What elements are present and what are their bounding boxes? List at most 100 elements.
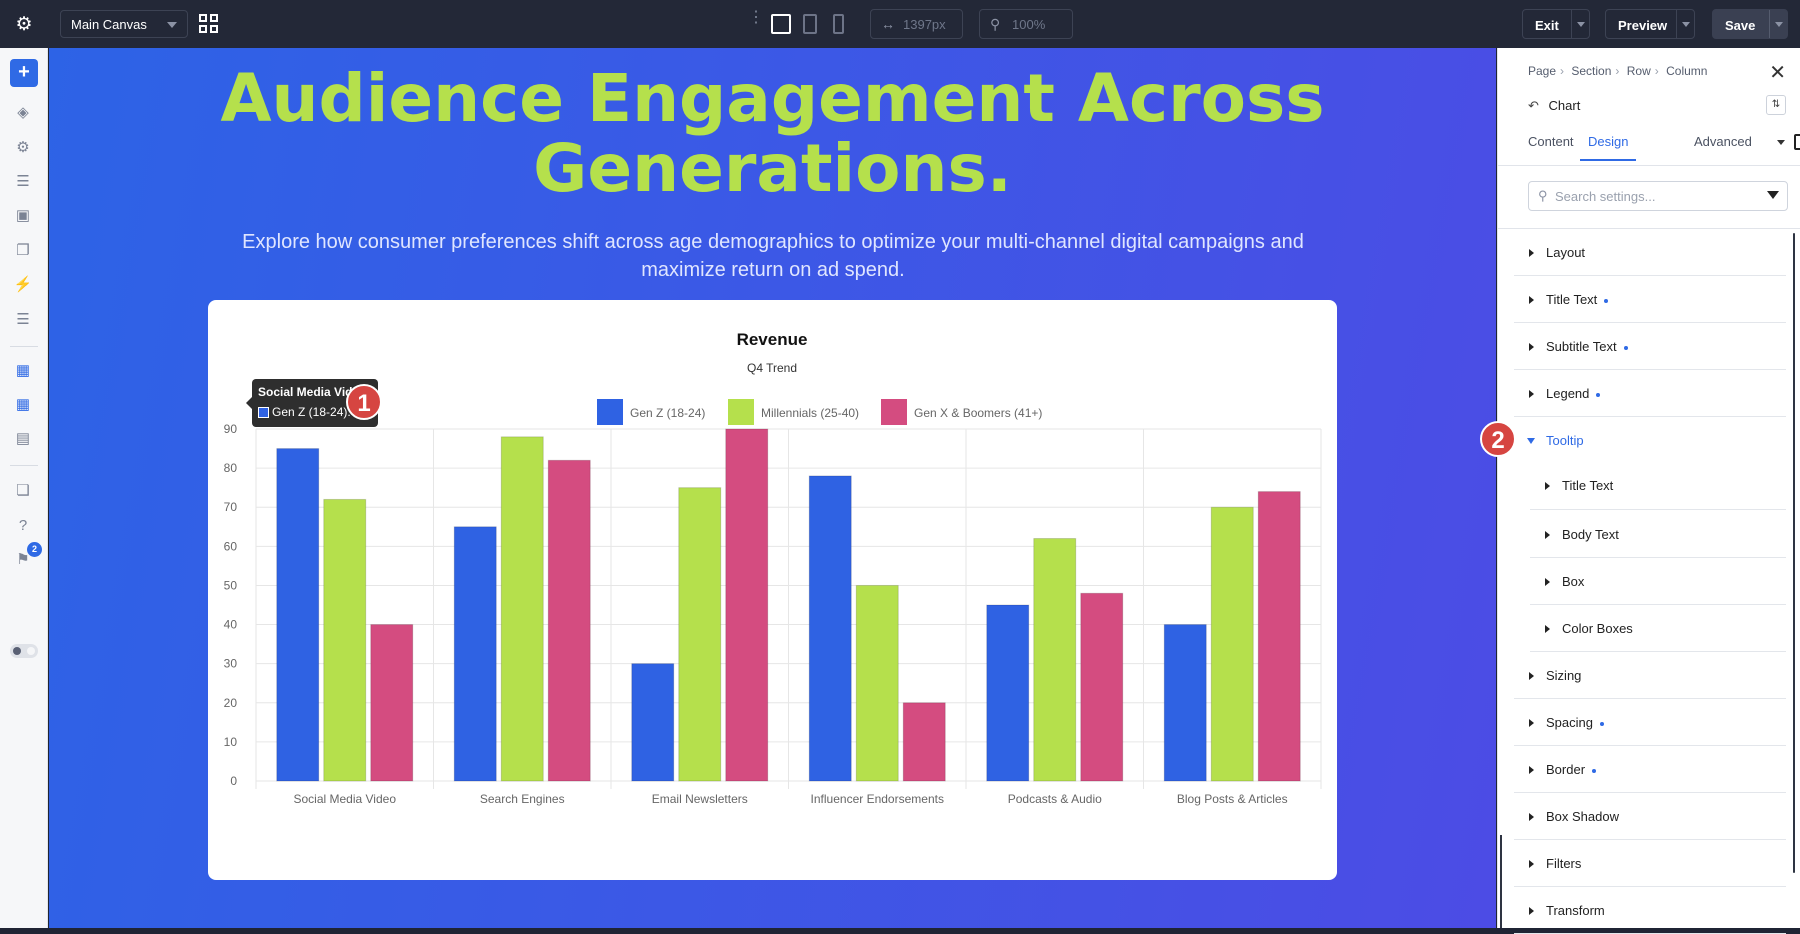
desktop-view-icon[interactable]: [771, 14, 791, 34]
panel-scrollbar[interactable]: [1793, 233, 1795, 873]
preview-dropdown-icon[interactable]: [1676, 10, 1694, 38]
save-button[interactable]: Save: [1712, 9, 1788, 39]
pages-icon[interactable]: ❐: [16, 242, 30, 259]
phone-view-icon[interactable]: [833, 14, 844, 34]
group-label: Transform: [1546, 903, 1605, 918]
settings-search-input[interactable]: ⚲ Search settings...: [1528, 181, 1788, 211]
grid-icon[interactable]: [199, 14, 219, 34]
gear-icon[interactable]: ⚙: [15, 13, 33, 35]
caret-right-icon: [1529, 672, 1534, 680]
group-label: Title Text: [1546, 292, 1598, 307]
bar: [453, 526, 497, 782]
breadcrumb-column[interactable]: Column: [1666, 64, 1708, 78]
group-label: Box: [1562, 574, 1585, 589]
help-icon[interactable]: ?: [18, 517, 28, 534]
canvas-width-field[interactable]: ↔ 1397px: [870, 9, 963, 39]
breadcrumb-section[interactable]: Section: [1571, 64, 1612, 78]
group-filters[interactable]: Filters: [1514, 840, 1786, 887]
group-sizing[interactable]: Sizing: [1514, 652, 1786, 699]
caret-right-icon: [1529, 907, 1534, 915]
caret-right-icon: [1529, 296, 1534, 304]
y-tick-label: 30: [224, 657, 238, 671]
group-title-text[interactable]: Title Text: [1514, 276, 1786, 323]
theme-toggle[interactable]: [10, 644, 38, 658]
chart-subtitle: Q4 Trend: [747, 361, 797, 375]
breadcrumb-page[interactable]: Page: [1528, 64, 1557, 78]
exit-dropdown-icon[interactable]: [1571, 10, 1589, 38]
history-icon[interactable]: ❏: [16, 482, 30, 499]
canvas-scrollbar[interactable]: [1500, 835, 1502, 928]
tab-design[interactable]: Design: [1580, 134, 1637, 161]
notification-badge: 2: [27, 542, 42, 557]
add-element-button[interactable]: +: [10, 59, 38, 87]
x-tick-label: Email Newsletters: [652, 792, 748, 806]
find-replace-icon[interactable]: ▤: [15, 430, 31, 447]
canvas-selector[interactable]: Main Canvas: [60, 10, 188, 38]
canvas-selector-label: Main Canvas: [71, 17, 147, 32]
x-tick-label: Influencer Endorsements: [811, 792, 944, 806]
multi-select-icon[interactable]: ▦: [15, 396, 31, 413]
filter-icon[interactable]: [1767, 191, 1779, 199]
bar: [1210, 506, 1254, 782]
group-layout[interactable]: Layout: [1514, 229, 1786, 276]
bar: [1163, 624, 1207, 782]
caret-right-icon: [1529, 249, 1534, 257]
sliders-icon[interactable]: ☰: [16, 311, 30, 328]
chart-module[interactable]: Revenue Q4 Trend Gen Z (18-24) Millennials …: [208, 300, 1337, 880]
caret-right-icon: [1529, 343, 1534, 351]
layers-icon[interactable]: ◈: [17, 104, 29, 121]
group-legend[interactable]: Legend: [1514, 370, 1786, 417]
lightning-icon[interactable]: ⚡: [13, 276, 33, 293]
group-border[interactable]: Border: [1514, 746, 1786, 793]
megaphone-icon[interactable]: ⚑: [16, 551, 30, 568]
preview-box-icon[interactable]: [1794, 134, 1800, 150]
select-element-icon[interactable]: ▦: [15, 362, 31, 379]
close-icon[interactable]: ✕: [1769, 62, 1786, 84]
subgroup-body-text[interactable]: Body Text: [1530, 511, 1786, 558]
tab-advanced[interactable]: Advanced: [1694, 134, 1752, 149]
group-spacing[interactable]: Spacing: [1514, 699, 1786, 746]
tab-content[interactable]: Content: [1528, 134, 1574, 149]
group-tooltip[interactable]: Tooltip: [1514, 417, 1786, 464]
group-label: Filters: [1546, 856, 1582, 871]
chevron-right-icon: ›: [1654, 64, 1659, 78]
back-arrow-icon[interactable]: ↶: [1528, 98, 1539, 113]
group-subtitle-text[interactable]: Subtitle Text: [1514, 323, 1786, 370]
caret-right-icon: [1545, 531, 1550, 539]
search-icon: ⚲: [1538, 188, 1548, 203]
bar: [725, 428, 769, 782]
hero-title[interactable]: Audience Engagement Across Generations.: [49, 64, 1496, 204]
caret-right-icon: [1545, 482, 1550, 490]
layout-icon[interactable]: ▣: [15, 207, 31, 224]
exit-button[interactable]: Exit: [1522, 9, 1590, 39]
breadcrumb-row[interactable]: Row: [1626, 64, 1651, 78]
chevron-down-icon[interactable]: [1777, 140, 1785, 145]
subgroup-box[interactable]: Box: [1530, 558, 1786, 605]
preview-button[interactable]: Preview: [1605, 9, 1695, 39]
save-dropdown-icon[interactable]: [1769, 10, 1787, 38]
group-label: Legend: [1546, 386, 1590, 401]
legend-swatch: [597, 399, 623, 425]
divider: [1498, 165, 1800, 166]
group-label: Box Shadow: [1546, 809, 1619, 824]
group-label: Color Boxes: [1562, 621, 1633, 636]
database-icon[interactable]: ☰: [16, 173, 30, 190]
legend-label: Gen X & Boomers (41+): [914, 406, 1042, 420]
tablet-view-icon[interactable]: [803, 14, 817, 34]
settings-panel: Page › Section › Row › Column ✕ ↶ Chart ⇅ C…: [1497, 48, 1800, 934]
preview-label: Preview: [1618, 18, 1668, 33]
design-kit-icon[interactable]: ⚙: [16, 139, 30, 156]
caret-right-icon: [1529, 813, 1534, 821]
zoom-field[interactable]: ⚲ 100%: [979, 9, 1073, 39]
subgroup-title-text[interactable]: Title Text: [1530, 464, 1786, 510]
subgroup-color-boxes[interactable]: Color Boxes: [1530, 605, 1786, 652]
bar: [631, 663, 675, 782]
drag-handle-icon[interactable]: ⋮: [748, 9, 764, 26]
group-box-shadow[interactable]: Box Shadow: [1514, 793, 1786, 840]
group-transform[interactable]: Transform: [1514, 887, 1786, 934]
y-tick-label: 80: [224, 461, 238, 475]
hero-subtitle[interactable]: Explore how consumer preferences shift a…: [242, 231, 1304, 281]
group-label: Border: [1546, 762, 1586, 777]
settings-toggle-icon[interactable]: ⇅: [1766, 95, 1786, 115]
bar: [547, 459, 591, 782]
